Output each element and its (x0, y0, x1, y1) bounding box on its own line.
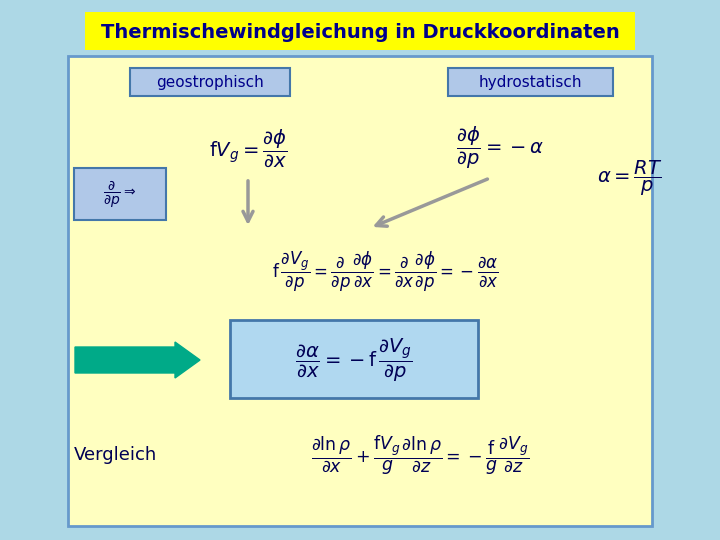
Text: hydrostatisch: hydrostatisch (478, 75, 582, 90)
Text: $\dfrac{\partial}{\partial p}\Rightarrow$: $\dfrac{\partial}{\partial p}\Rightarrow… (103, 178, 137, 210)
Bar (230, 320, 478, 398)
Bar (85, 12, 635, 50)
Text: Vergleich: Vergleich (73, 446, 157, 464)
Text: $\dfrac{\partial\phi}{\partial p} = -\alpha$: $\dfrac{\partial\phi}{\partial p} = -\al… (456, 125, 544, 171)
Text: $\dfrac{\partial\alpha}{\partial x} = -\mathrm{f}\,\dfrac{\partial V_g}{\partial: $\dfrac{\partial\alpha}{\partial x} = -\… (295, 336, 413, 383)
Text: $\mathrm{f}\,\dfrac{\partial V_g}{\partial p} = \dfrac{\partial}{\partial p}\dfr: $\mathrm{f}\,\dfrac{\partial V_g}{\parti… (271, 250, 498, 294)
FancyArrow shape (75, 342, 200, 378)
Text: $\dfrac{\partial\ln\rho}{\partial x} + \dfrac{\mathrm{f}V_g}{g}\dfrac{\partial\l: $\dfrac{\partial\ln\rho}{\partial x} + \… (311, 434, 529, 477)
Bar (130, 68, 290, 96)
Bar (448, 68, 613, 96)
Bar (74, 168, 166, 220)
Text: Thermischewindgleichung in Druckkoordinaten: Thermischewindgleichung in Druckkoordina… (101, 23, 619, 42)
Text: geostrophisch: geostrophisch (156, 75, 264, 90)
Text: $\alpha = \dfrac{RT}{p}$: $\alpha = \dfrac{RT}{p}$ (598, 158, 662, 198)
Text: $\mathrm{f}V_g = \dfrac{\partial\phi}{\partial x}$: $\mathrm{f}V_g = \dfrac{\partial\phi}{\p… (209, 127, 287, 168)
Bar (68, 56, 652, 526)
